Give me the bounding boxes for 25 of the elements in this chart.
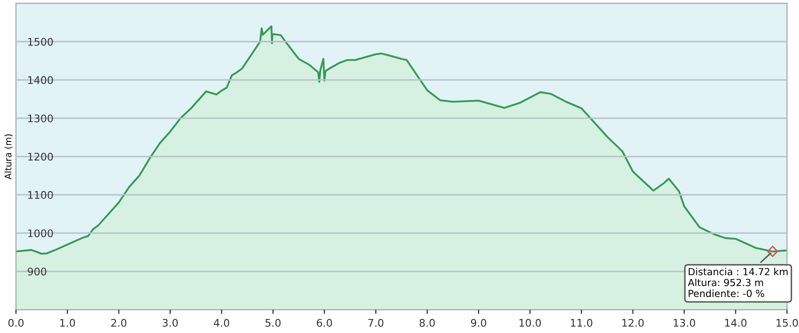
x-tick-label: 13.0 xyxy=(674,318,696,327)
y-tick-label: 1400 xyxy=(28,76,53,84)
x-tick-label: 6.0 xyxy=(316,318,332,327)
x-tick-label: 3.0 xyxy=(162,318,178,327)
x-tick-label: 7.0 xyxy=(368,318,384,327)
y-tick-label: 900 xyxy=(28,268,46,276)
x-tick-label: 0.0 xyxy=(8,318,24,327)
x-tick-label: 8.0 xyxy=(420,318,435,327)
y-tick-label: 1000 xyxy=(28,229,53,238)
x-tick-label: 12.0 xyxy=(622,318,644,327)
x-tick-label: 11.0 xyxy=(570,318,592,327)
x-tick-label: 9.0 xyxy=(470,318,486,327)
y-tick-label: 1300 xyxy=(28,114,53,122)
x-tick-label: 10.0 xyxy=(520,318,541,327)
x-tick-label: 15.0 xyxy=(776,318,798,327)
y-tick-label: 1100 xyxy=(28,191,53,199)
y-tick-label: 1200 xyxy=(28,152,53,161)
y-axis-title: Altura (m) xyxy=(4,134,13,180)
x-tick-label: 5.0 xyxy=(266,318,281,327)
x-tick-label: 1.0 xyxy=(60,318,75,327)
x-tick-label: 2.0 xyxy=(111,318,126,327)
x-tick-label: 14.0 xyxy=(725,318,747,327)
y-tick-label: 1500 xyxy=(28,38,53,46)
x-tick-label: 4.0 xyxy=(214,318,230,327)
annotation: Distancia : 14.72 km Altura: 952.3 m Pendiente: -0 % xyxy=(688,268,788,298)
